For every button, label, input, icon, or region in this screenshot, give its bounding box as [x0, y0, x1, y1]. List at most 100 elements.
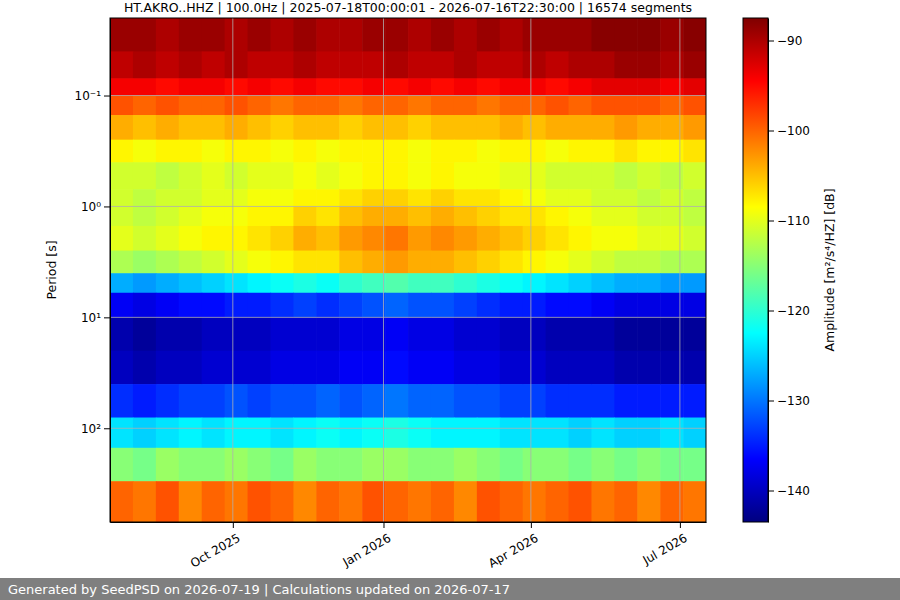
cell: [156, 317, 180, 351]
cell: [431, 96, 455, 116]
cell: [454, 251, 478, 274]
cell: [614, 293, 638, 318]
cell: [248, 162, 272, 190]
tick: 10¹: [81, 311, 110, 325]
cell: [110, 78, 134, 96]
cell: [500, 293, 524, 318]
colorbar-title: Amplitude [m²/s⁴/HZ] [dB]: [822, 188, 837, 351]
cell: [293, 206, 317, 226]
cell: [293, 481, 317, 522]
cell: [339, 18, 363, 52]
cell: [156, 384, 180, 418]
cell: [316, 189, 340, 207]
cell: [133, 418, 157, 449]
cell: [156, 96, 180, 116]
cell: [339, 226, 363, 251]
cell: [385, 140, 409, 163]
cell: [316, 251, 340, 274]
cell: [225, 351, 249, 385]
cell: [362, 115, 386, 140]
cell: [362, 18, 386, 52]
cell: [591, 162, 615, 190]
cell: [156, 293, 180, 318]
cell: [385, 96, 409, 116]
cell: [385, 206, 409, 226]
cell: [500, 251, 524, 274]
cell: [614, 189, 638, 207]
cell: [316, 293, 340, 318]
cell: [454, 78, 478, 96]
cell: [225, 189, 249, 207]
cell: [614, 140, 638, 163]
cell: [591, 317, 615, 351]
grid-line: [383, 18, 384, 522]
cell: [339, 273, 363, 293]
cell: [270, 96, 294, 116]
cell: [385, 226, 409, 251]
cell: [637, 162, 661, 190]
cell: [362, 384, 386, 418]
tick-label: Apr 2026: [486, 531, 541, 571]
cell: [477, 418, 501, 449]
cell: [569, 78, 593, 96]
cell: [156, 206, 180, 226]
cell: [477, 448, 501, 482]
cell: [362, 251, 386, 274]
cell: [546, 51, 570, 79]
tick-label: −140: [777, 484, 810, 498]
cell: [683, 273, 706, 293]
cell: [569, 140, 593, 163]
cell: [385, 351, 409, 385]
cell: [683, 384, 706, 418]
cell: [202, 78, 226, 96]
cell: [591, 51, 615, 79]
cell: [431, 115, 455, 140]
cell: [110, 251, 134, 274]
cell: [546, 18, 570, 52]
cell: [637, 351, 661, 385]
cell: [385, 162, 409, 190]
cell: [362, 351, 386, 385]
cell: [362, 206, 386, 226]
cell: [546, 226, 570, 251]
cell: [293, 251, 317, 274]
cell: [591, 78, 615, 96]
cell: [454, 351, 478, 385]
cell: [225, 293, 249, 318]
cell: [500, 384, 524, 418]
cell: [293, 18, 317, 52]
cell: [362, 448, 386, 482]
cell: [225, 226, 249, 251]
cell: [270, 226, 294, 251]
cell: [477, 115, 501, 140]
cell: [523, 317, 547, 351]
cell: [133, 96, 157, 116]
cell: [454, 51, 478, 79]
cell: [408, 293, 432, 318]
grid-line: [110, 317, 706, 318]
cell: [316, 18, 340, 52]
cell: [248, 115, 272, 140]
cell: [316, 351, 340, 385]
cell: [133, 189, 157, 207]
cell: [339, 351, 363, 385]
cell: [591, 226, 615, 251]
cell: [156, 78, 180, 96]
tick-mark: [104, 206, 110, 207]
cell: [362, 189, 386, 207]
cell: [110, 189, 134, 207]
cell: [225, 317, 249, 351]
cell: [431, 18, 455, 52]
cell: [293, 189, 317, 207]
cell: [637, 226, 661, 251]
cell: [362, 481, 386, 522]
tick: 10⁻¹: [75, 89, 110, 103]
cell: [431, 418, 455, 449]
cell: [202, 96, 226, 116]
cell: [431, 206, 455, 226]
cell: [637, 481, 661, 522]
cell: [523, 115, 547, 140]
cell: [385, 51, 409, 79]
cell: [408, 481, 432, 522]
cell: [500, 273, 524, 293]
